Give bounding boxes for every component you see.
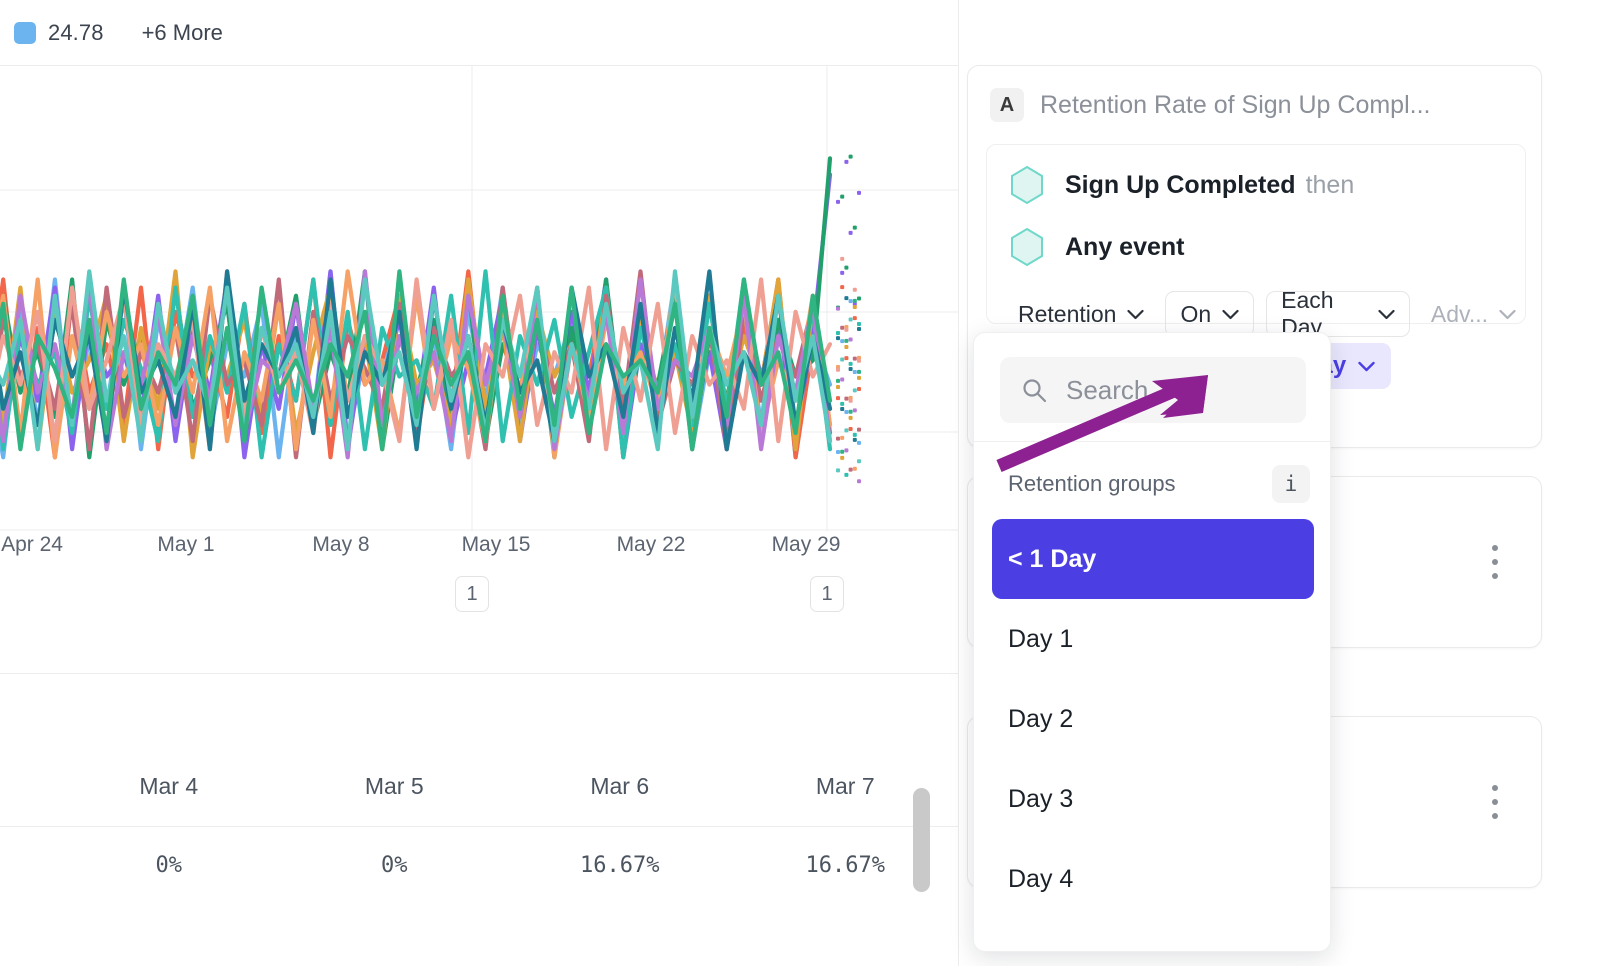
control-label: Adv... [1430, 300, 1488, 327]
retention-data-table: Mar 4 Mar 5 Mar 6 Mar 7 0% 0% 16.67% 16.67% [0, 748, 958, 904]
dropdown-item-day-2[interactable]: Day 2 [1008, 704, 1074, 733]
query-control-each-day[interactable]: Each Day [1266, 287, 1410, 340]
legend-more-button[interactable]: +6 More [141, 19, 223, 45]
event-step-2-name: Any event [1065, 232, 1185, 261]
chevron-down-icon [1378, 309, 1395, 319]
chevron-down-icon [1499, 309, 1516, 319]
chevron-down-icon [1358, 361, 1375, 371]
table-top-spacer [0, 674, 958, 748]
dropdown-separator [974, 441, 1330, 442]
dropdown-item-day-3[interactable]: Day 3 [1008, 784, 1074, 813]
x-axis-tick: May 1 [157, 533, 215, 556]
query-control-on[interactable]: On [1165, 291, 1255, 337]
legend-value: 24.78 [48, 19, 104, 45]
chevron-down-icon [1127, 309, 1145, 319]
control-label: Each Day [1281, 287, 1334, 340]
table-cell: 16.67% [580, 852, 660, 878]
table-cell: 0% [381, 852, 408, 878]
table-column-header: Mar 4 [56, 748, 282, 827]
query-title[interactable]: Retention Rate of Sign Up Compl... [1040, 90, 1431, 119]
query-control-retention[interactable]: Retention [1009, 291, 1153, 337]
card-menu-icon[interactable] [1491, 545, 1499, 579]
table-row-label-col [0, 748, 56, 827]
chart-legend: 24.78 +6 More [0, 0, 958, 66]
line-chart[interactable] [0, 66, 958, 532]
event-step-1[interactable]: Sign Up Completed then [1009, 165, 1354, 205]
table-row: 0% 0% 16.67% 16.67% [0, 826, 958, 904]
search-input[interactable] [1064, 373, 1284, 407]
search-icon [1023, 379, 1047, 403]
dropdown-item-day-4[interactable]: Day 4 [1008, 864, 1074, 893]
info-icon[interactable]: i [1272, 465, 1310, 503]
table-column-header: Mar 6 [507, 748, 733, 827]
chart-annotation-badge[interactable]: 1 [810, 576, 844, 612]
pane-divider-vertical [958, 0, 959, 966]
retention-group-dropdown: Retention groups i < 1 Day Day 1 Day 2 Day … [973, 332, 1331, 952]
table-cell: 0% [155, 852, 183, 878]
dropdown-search-box[interactable] [1000, 357, 1306, 423]
dropdown-item-1-day[interactable]: < 1 Day [992, 519, 1314, 599]
table-scrollbar[interactable] [908, 674, 934, 966]
query-letter-badge: A [990, 88, 1024, 122]
query-control-adv[interactable]: Adv... [1422, 291, 1525, 337]
table-body: 0% 0% 16.67% 16.67% [0, 826, 958, 904]
event-step-2[interactable]: Any event [1009, 227, 1184, 267]
x-axis-tick: Apr 24 [1, 533, 63, 556]
table-cell: 16.67% [805, 852, 885, 878]
query-title-row: A Retention Rate of Sign Up Compl... [990, 88, 1430, 122]
table-column-header: Mar 5 [281, 748, 507, 827]
query-builder-pane: A Retention Rate of Sign Up Compl... Sig… [959, 0, 1616, 966]
x-axis-tick: May 22 [616, 533, 686, 556]
event-step-1-name: Sign Up Completed then [1065, 170, 1355, 199]
retention-table: Mar 4 Mar 5 Mar 6 Mar 7 0% 0% 16.67% 16.67% [0, 674, 958, 966]
chevron-down-icon [1222, 309, 1239, 319]
chart-pane: 24.78 +6 More Apr 24 May 1 May 8 May 15 May … [0, 0, 958, 966]
legend-color-swatch [14, 21, 36, 44]
legend-item[interactable]: 24.78 [14, 20, 104, 46]
dropdown-item-list: < 1 Day Day 1 Day 2 Day 3 Day 4 [974, 519, 1330, 919]
hexagon-icon [1011, 227, 1043, 267]
dropdown-group-header: Retention groups i [974, 451, 1330, 517]
chart-projection-dots [836, 154, 861, 484]
query-controls-row: Retention On Each Day Adv... [1009, 287, 1525, 340]
chart-annotation-badge[interactable]: 1 [455, 576, 489, 612]
x-axis-tick: May 8 [312, 533, 370, 556]
x-axis-tick: May 15 [461, 533, 531, 556]
x-axis-tick: May 29 [771, 533, 841, 556]
control-label: On [1180, 300, 1212, 327]
chart-table-divider [0, 673, 958, 674]
chart-canvas [0, 66, 958, 531]
query-card-a: A Retention Rate of Sign Up Compl... Sig… [967, 65, 1542, 448]
card-menu-icon[interactable] [1491, 785, 1499, 819]
hexagon-icon [1011, 165, 1043, 205]
event-steps-box: Sign Up Completed then Any event Retentio… [986, 144, 1526, 340]
table-header-row: Mar 4 Mar 5 Mar 6 Mar 7 [0, 748, 958, 827]
table-row-label [0, 826, 56, 904]
control-label: Retention [1018, 300, 1117, 327]
chart-series-lines [0, 156, 833, 460]
chart-x-axis: Apr 24 May 1 May 8 May 15 May 22 May 29 [0, 533, 958, 575]
table-scrollbar-thumb[interactable] [913, 788, 930, 892]
group-header-label: Retention groups [1008, 471, 1176, 496]
dropdown-item-day-1[interactable]: Day 1 [1008, 624, 1074, 653]
